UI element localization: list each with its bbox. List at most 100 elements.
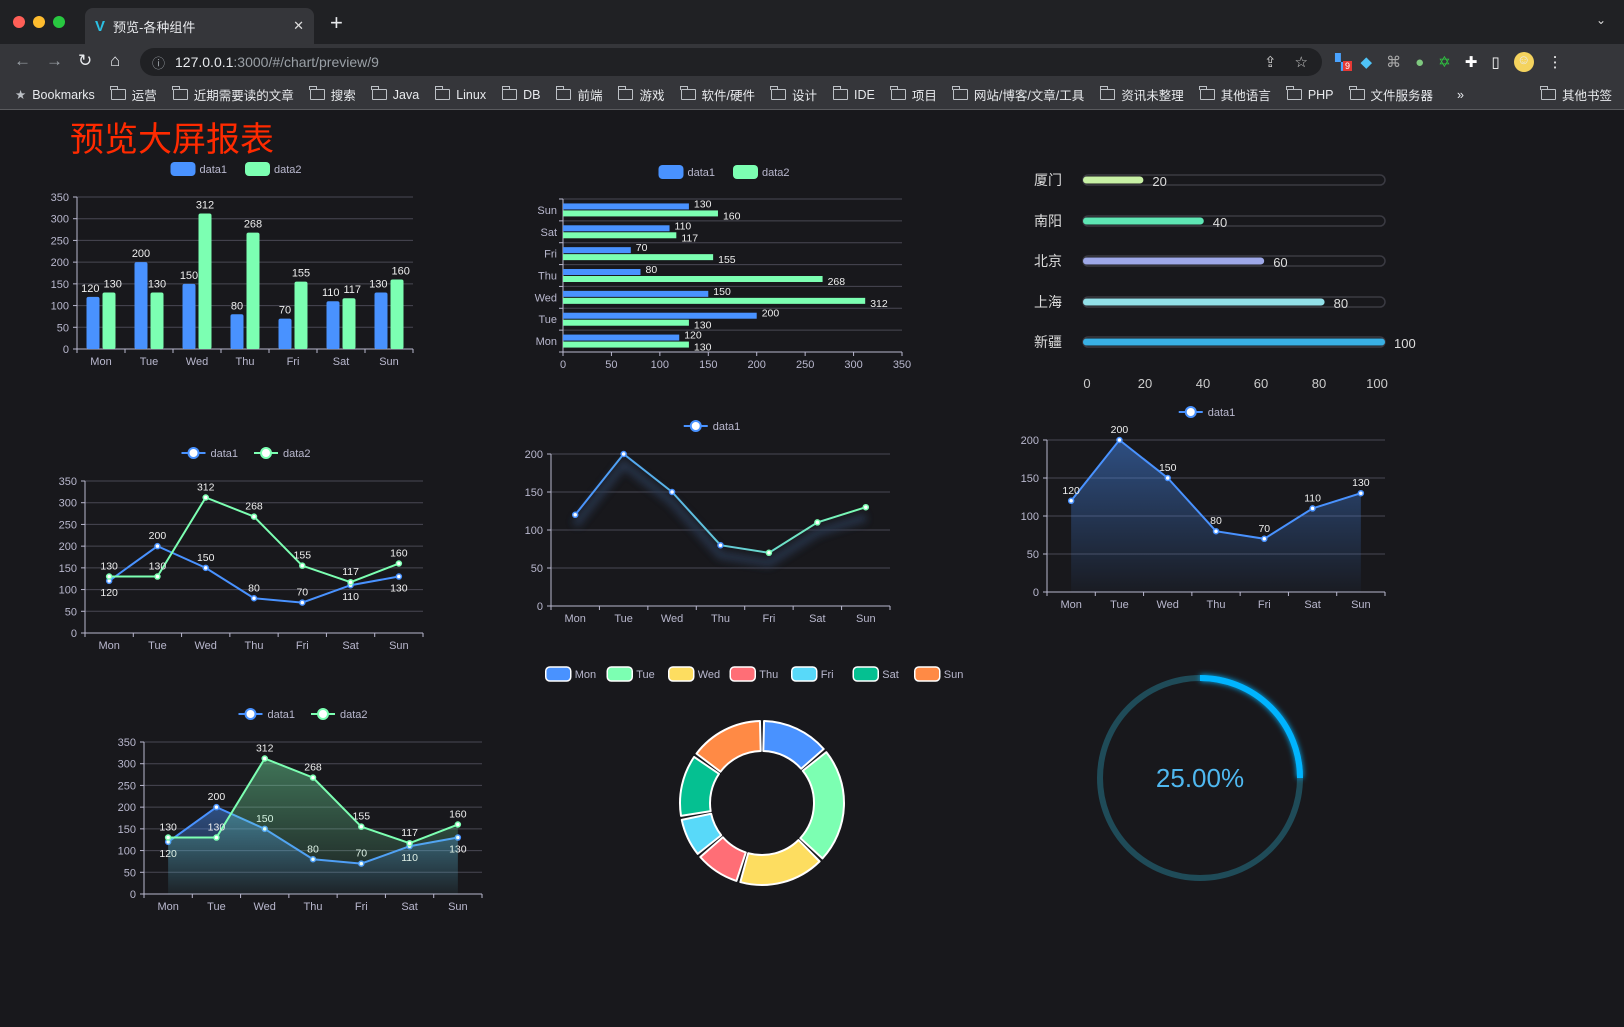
data-point [250, 595, 258, 602]
bar-data1 [278, 318, 292, 349]
bookmark-folder[interactable]: 搜索 [309, 85, 356, 104]
bookmark-folder[interactable]: 软件/硬件 [680, 85, 755, 104]
bookmark-folder[interactable]: 网站/博客/文章/工具 [952, 85, 1084, 104]
maximize-window-button[interactable] [53, 16, 65, 28]
bar-data1 [563, 269, 641, 275]
bar-value-label: 160 [723, 210, 741, 222]
bookmark-folder[interactable]: PHP [1286, 86, 1334, 102]
category-label: 南阳 [1034, 213, 1062, 229]
x-tick-label: Wed [1157, 599, 1179, 611]
bar-data2 [563, 276, 823, 282]
share-icon[interactable]: ⇪ [1263, 54, 1277, 71]
bookmark-folder[interactable]: 近期需要读的文章 [172, 85, 294, 104]
category-label: 厦门 [1034, 172, 1062, 188]
bookmark-folder[interactable]: 项目 [890, 85, 937, 104]
bookmark-folder[interactable]: DB [501, 86, 540, 102]
other-bookmarks-folder[interactable]: 其他书签 [1540, 85, 1612, 104]
folder-icon [1199, 86, 1215, 100]
bookmark-folder[interactable]: 资讯未整理 [1099, 85, 1184, 104]
bookmark-label: 项目 [911, 89, 937, 103]
y-tick-label: 150 [59, 563, 77, 575]
side-panel-icon[interactable]: ▯ [1491, 54, 1500, 71]
legend-label: Thu [759, 669, 778, 681]
legend-label: Fri [821, 669, 834, 681]
bookmark-folder[interactable]: 前端 [555, 85, 602, 104]
window-controls [13, 16, 65, 28]
y-tick-label: Mon [536, 336, 557, 348]
y-tick-label: 200 [1021, 435, 1039, 447]
data-label: 80 [1210, 515, 1222, 527]
bar-value-label: 70 [279, 305, 291, 317]
bar-value-label: 130 [694, 198, 712, 210]
bookmark-folder[interactable]: 文件服务器 [1349, 85, 1434, 104]
x-tick-label: 350 [893, 359, 911, 371]
legend-swatch-icon [658, 165, 684, 179]
address-bar[interactable]: ⓘ 127.0.0.1:3000/#/chart/preview/9 ⇪ ☆ [140, 48, 1322, 76]
bookmark-folder[interactable]: Linux [434, 86, 486, 102]
data-point [202, 564, 209, 572]
home-icon[interactable]: ⌂ [110, 51, 121, 70]
bar-data2 [563, 341, 689, 348]
bar-data1 [563, 312, 757, 319]
bookmark-label: 文件服务器 [1370, 89, 1434, 103]
bookmark-label: 搜索 [330, 89, 356, 103]
page-title: 预览大屏报表 [70, 121, 274, 159]
bookmark-folder[interactable]: 设计 [770, 85, 817, 104]
x-tick-label: 250 [796, 359, 814, 371]
bookmark-star-icon[interactable]: ☆ [1294, 54, 1308, 71]
profile-avatar[interactable]: ☺ [1513, 52, 1534, 72]
bookmark-folder[interactable]: 其他语言 [1199, 85, 1271, 104]
legend-marker-icon [689, 420, 702, 432]
y-tick-label: 0 [130, 889, 136, 901]
site-info-icon[interactable]: ⓘ [152, 55, 166, 71]
y-tick-label: 200 [525, 449, 543, 461]
data-point [299, 599, 306, 606]
forward-icon[interactable]: → [46, 51, 63, 70]
x-tick-label: Fri [763, 613, 776, 625]
bar-value-label: 130 [694, 342, 712, 354]
extensions-puzzle-icon[interactable]: ✚ [1464, 54, 1478, 71]
tab-active[interactable]: V 预览-各种组件 ✕ [85, 8, 314, 44]
circle-extension-icon[interactable]: ● [1415, 53, 1425, 71]
more-bookmarks-button[interactable]: » [1457, 87, 1464, 102]
legend-swatch-icon [852, 666, 879, 682]
legend-label: data1 [688, 167, 716, 179]
folder-icon [1099, 86, 1116, 100]
x-tick-label: Thu [245, 640, 264, 652]
command-extension-icon[interactable]: ⌘ [1386, 54, 1402, 71]
tab-search-chevron-icon[interactable]: ⌄ [1595, 13, 1606, 27]
star-extension-icon[interactable]: ✡ [1438, 54, 1451, 71]
data-point [1309, 505, 1316, 512]
reload-icon[interactable]: ↻ [78, 51, 93, 70]
bookmark-folder[interactable]: IDE [832, 86, 875, 102]
extension-icon[interactable]: ▚ 9 [1335, 54, 1353, 71]
bar-value-label: 200 [762, 308, 780, 320]
data-point [571, 511, 579, 519]
data-label: 155 [294, 550, 312, 562]
close-tab-icon[interactable]: ✕ [293, 18, 304, 33]
bar-data1 [563, 334, 680, 341]
bookmark-folder[interactable]: 游戏 [617, 85, 665, 104]
legend-label: data2 [340, 709, 368, 721]
donut-slice-Mon [762, 720, 825, 770]
minimize-window-button[interactable] [33, 16, 45, 28]
menu-kebab-icon[interactable]: ⋮ [1547, 54, 1563, 71]
donut-slice-Wed [739, 839, 821, 886]
data-point [862, 503, 870, 511]
x-tick-label: Mon [90, 356, 111, 368]
bookmark-folder[interactable]: Java [371, 86, 419, 102]
y-tick-label: 100 [51, 301, 69, 313]
data-label: 70 [1258, 523, 1270, 535]
close-window-button[interactable] [13, 16, 25, 28]
back-icon[interactable]: ← [14, 51, 31, 70]
legend-label: data1 [1208, 407, 1236, 419]
data-label: 200 [1111, 424, 1129, 436]
x-tick-label: Fri [296, 640, 309, 652]
data-label: 130 [149, 561, 167, 573]
bar-data1 [374, 292, 388, 349]
new-tab-button[interactable]: + [330, 10, 343, 35]
gem-extension-icon[interactable]: ◆ [1360, 54, 1373, 71]
bookmarks-manager[interactable]: ★ Bookmarks [15, 87, 95, 103]
url-path: :3000/#/chart/preview/9 [233, 54, 379, 70]
bookmark-folder[interactable]: 运营 [110, 85, 157, 104]
